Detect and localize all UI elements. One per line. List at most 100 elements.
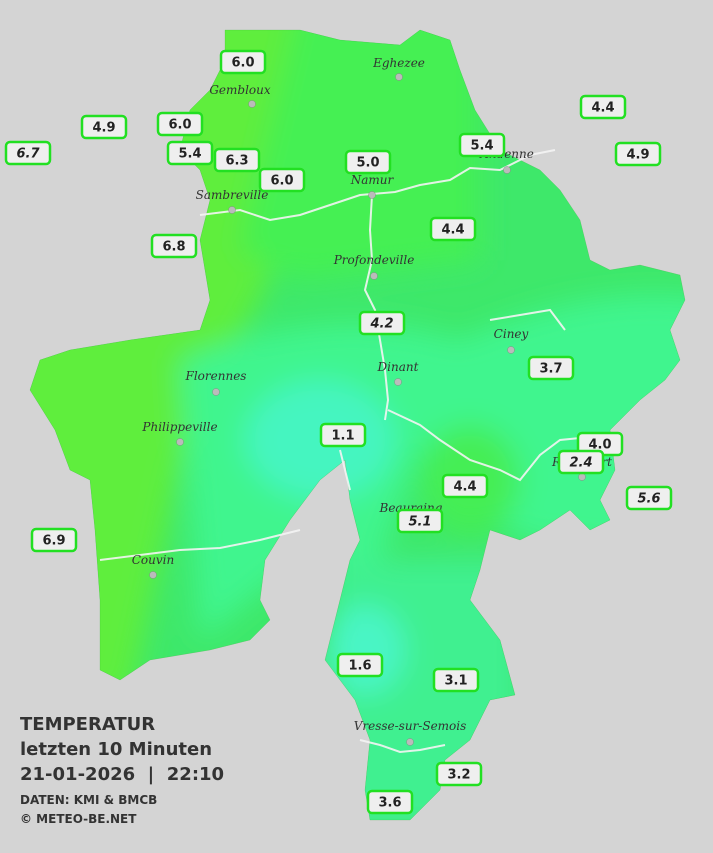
station-box xyxy=(156,111,204,137)
station-box xyxy=(614,141,662,167)
city-dot xyxy=(370,272,378,280)
station-value: 3.2 xyxy=(447,768,470,783)
city-label: Gembloux xyxy=(209,83,271,97)
station: 4.9 xyxy=(614,141,662,167)
caption-credit: © METEO-BE.NET xyxy=(20,812,137,826)
station-value: 4.4 xyxy=(453,480,476,495)
city-dot xyxy=(394,378,402,386)
station-value: 3.7 xyxy=(539,362,562,377)
station-box xyxy=(435,761,483,787)
station-box xyxy=(429,216,477,242)
city-dot xyxy=(503,166,511,174)
station-value: 2.4 xyxy=(569,456,592,471)
station-value: 5.4 xyxy=(178,147,201,162)
station-value: 6.0 xyxy=(168,118,191,133)
city-label: Vresse-sur-Semois xyxy=(354,719,467,733)
caption-subtitle: letzten 10 Minuten xyxy=(20,739,212,760)
station-box xyxy=(166,140,214,166)
city-dot xyxy=(395,73,403,81)
station-box xyxy=(557,449,605,475)
rivers xyxy=(99,149,581,754)
station-box xyxy=(258,167,306,193)
station-box xyxy=(319,422,367,448)
station-value: 3.1 xyxy=(444,674,467,689)
station-box xyxy=(213,147,261,173)
station-value: 4.4 xyxy=(591,101,614,116)
station: 5.4 xyxy=(166,140,214,166)
station-box xyxy=(366,789,414,815)
station: 6.9 xyxy=(30,527,78,553)
city-label: Couvin xyxy=(132,553,174,567)
city-label: Eghezee xyxy=(372,56,425,70)
station-box xyxy=(344,149,392,175)
station: 1.6 xyxy=(336,652,384,678)
station-box xyxy=(441,473,489,499)
caption-source: DATEN: KMI & BMCB xyxy=(20,793,157,807)
station: 6.8 xyxy=(150,233,198,259)
station: 4.4 xyxy=(429,216,477,242)
station: 6.0 xyxy=(156,111,204,137)
station-value: 4.2 xyxy=(369,317,393,332)
station-box xyxy=(396,508,444,534)
station: 3.7 xyxy=(527,355,575,381)
city-dot xyxy=(212,388,220,396)
station: 3.6 xyxy=(366,789,414,815)
station-value: 6.8 xyxy=(162,240,185,255)
city-label: Dinant xyxy=(377,360,419,374)
caption: TEMPERATUR letzten 10 Minuten 21-01-2026… xyxy=(20,714,224,826)
station-box xyxy=(625,485,673,511)
caption-title: TEMPERATUR xyxy=(20,714,155,735)
station-value: 5.4 xyxy=(470,139,493,154)
station-value: 4.9 xyxy=(92,121,115,136)
station: 5.4 xyxy=(458,132,506,158)
city-dot xyxy=(176,438,184,446)
station: 4.0 xyxy=(576,431,624,457)
station: 6.3 xyxy=(213,147,261,173)
caption-datetime: 21-01-2026 | 22:10 xyxy=(20,764,224,785)
station: 4.4 xyxy=(441,473,489,499)
station-box xyxy=(432,667,480,693)
station: 1.1 xyxy=(319,422,367,448)
station-value: 6.9 xyxy=(42,534,65,549)
city-label: Philippeville xyxy=(141,420,217,434)
station-value: 1.6 xyxy=(348,659,371,674)
station: 3.2 xyxy=(435,761,483,787)
station-box xyxy=(30,527,78,553)
station: 4.9 xyxy=(80,114,128,140)
city-label: Florennes xyxy=(185,369,247,383)
station-value: 5.0 xyxy=(356,156,379,171)
station-box xyxy=(358,310,406,336)
station-value: 6.0 xyxy=(270,174,293,189)
station-value: 5.1 xyxy=(408,515,431,530)
station-box xyxy=(458,132,506,158)
station-value: 4.4 xyxy=(441,223,464,238)
station: 5.1 xyxy=(396,508,444,534)
station-value: 3.6 xyxy=(378,796,401,811)
city-label: Namur xyxy=(350,173,395,187)
city-dot xyxy=(248,100,256,108)
city-dot xyxy=(578,473,586,481)
station: 4.2 xyxy=(358,310,406,336)
station-box xyxy=(150,233,198,259)
station: 5.0 xyxy=(344,149,392,175)
city-dot xyxy=(149,571,157,579)
station-value: 6.7 xyxy=(16,147,40,162)
station-value: 4.9 xyxy=(626,148,649,163)
station-box xyxy=(80,114,128,140)
station-value: 6.3 xyxy=(225,154,248,169)
city-dot xyxy=(507,346,515,354)
city-label: Sambreville xyxy=(196,188,269,202)
station: 4.4 xyxy=(579,94,627,120)
station-value: 5.6 xyxy=(637,492,660,507)
station-box xyxy=(579,94,627,120)
city-label: Ciney xyxy=(494,327,529,341)
station: 6.0 xyxy=(258,167,306,193)
city-label: Profondeville xyxy=(333,253,415,267)
station-value: 1.1 xyxy=(331,429,354,444)
city-dot xyxy=(368,191,376,199)
station-value: 4.0 xyxy=(588,438,611,453)
station-box xyxy=(527,355,575,381)
station-box xyxy=(4,140,52,166)
station-box xyxy=(336,652,384,678)
